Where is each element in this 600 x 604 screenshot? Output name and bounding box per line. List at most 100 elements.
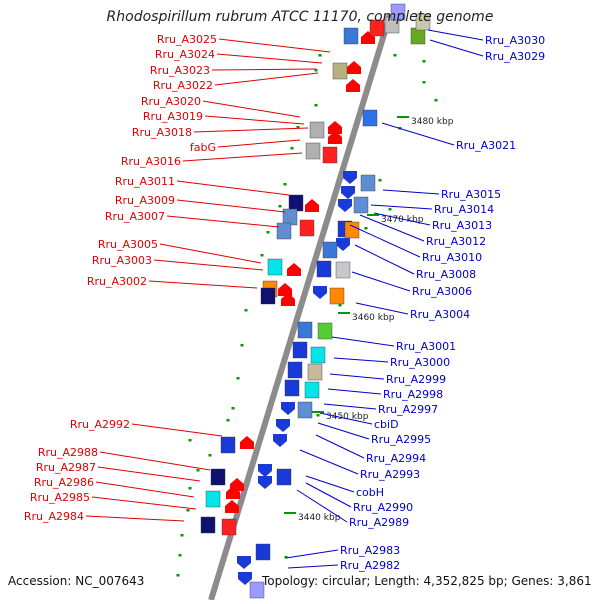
gene-feature-53 — [240, 436, 254, 449]
gene-feature-9 — [346, 79, 360, 92]
gene-feature-44 — [287, 361, 303, 379]
gene-feature-8 — [347, 61, 361, 74]
position-tick-28 — [176, 574, 180, 577]
position-tick-16 — [236, 377, 240, 380]
right-leader-line-0 — [427, 29, 484, 41]
left-gene-label-2: Rru_A3023 — [150, 64, 210, 77]
gene-feature-50 — [276, 419, 290, 432]
right-gene-label-3: Rru_A3015 — [441, 188, 501, 201]
left-leader-line-5 — [204, 115, 305, 125]
left-leader-line-12 — [159, 243, 262, 264]
gene-feature-15 — [322, 146, 338, 164]
position-tick-6 — [290, 147, 294, 150]
left-gene-label-4: Rru_A3020 — [141, 95, 201, 108]
gene-feature-45 — [307, 363, 323, 381]
gene-feature-35 — [278, 283, 292, 296]
left-leader-line-19 — [91, 496, 197, 510]
gene-feature-55 — [276, 468, 292, 486]
left-leader-line-4 — [202, 100, 301, 118]
position-tick-7 — [283, 183, 287, 186]
left-gene-label-8: Rru_A3016 — [121, 155, 181, 168]
right-gene-label-14: Rru_A2998 — [383, 388, 443, 401]
left-leader-line-0 — [218, 38, 331, 53]
right-gene-label-10: Rru_A3004 — [410, 308, 470, 321]
position-tick-30 — [422, 81, 426, 84]
right-gene-label-0: Rru_A3030 — [485, 34, 545, 47]
right-gene-label-11: Rru_A3001 — [396, 340, 456, 353]
right-leader-line-14 — [327, 388, 382, 395]
gene-feature-66 — [238, 572, 252, 585]
gene-feature-51 — [273, 434, 287, 447]
gene-feature-11 — [309, 121, 325, 139]
position-tick-3 — [314, 104, 318, 107]
left-gene-label-0: Rru_A3025 — [157, 33, 217, 46]
left-gene-label-12: Rru_A3005 — [98, 238, 158, 251]
gene-feature-29 — [322, 241, 338, 259]
right-leader-line-8 — [354, 244, 415, 275]
position-tick-9 — [278, 205, 282, 208]
gene-feature-52 — [220, 436, 236, 454]
gene-feature-37 — [281, 293, 295, 306]
left-gene-label-7: fabG — [190, 141, 216, 154]
right-gene-label-5: Rru_A3013 — [432, 219, 492, 232]
ruler-label-4: 3440 kbp — [298, 513, 341, 523]
right-gene-label-2: Rru_A3021 — [456, 139, 516, 152]
gene-feature-48 — [281, 402, 295, 415]
position-tick-23 — [188, 487, 192, 490]
gene-feature-6 — [415, 13, 431, 31]
gene-feature-39 — [329, 287, 345, 305]
right-gene-label-18: Rru_A2994 — [366, 452, 426, 465]
gene-feature-12 — [328, 121, 342, 134]
gene-feature-21 — [288, 194, 304, 212]
right-leader-line-2 — [381, 122, 455, 146]
gene-feature-61 — [225, 500, 239, 513]
gene-feature-57 — [210, 468, 226, 486]
right-leader-line-22 — [296, 489, 348, 523]
gene-feature-33 — [335, 261, 351, 279]
gene-feature-46 — [284, 379, 300, 397]
gene-feature-31 — [287, 263, 301, 276]
left-gene-label-17: Rru_A2987 — [36, 461, 96, 474]
right-leader-line-16 — [319, 412, 373, 425]
position-tick-14 — [244, 309, 248, 312]
gene-feature-54 — [258, 464, 272, 477]
right-gene-label-22: Rru_A2989 — [349, 516, 409, 529]
position-tick-18 — [316, 414, 320, 417]
left-gene-label-11: Rru_A3007 — [105, 210, 165, 223]
right-leader-line-23 — [285, 549, 339, 559]
gene-feature-47 — [304, 381, 320, 399]
gene-feature-67 — [249, 581, 265, 599]
position-tick-29 — [393, 54, 397, 57]
left-leader-line-7 — [217, 139, 301, 148]
right-gene-label-7: Rru_A3010 — [422, 251, 482, 264]
left-gene-label-5: Rru_A3019 — [143, 110, 203, 123]
left-leader-line-18 — [95, 481, 195, 498]
position-tick-8 — [388, 208, 392, 211]
ruler-label-2: 3460 kbp — [352, 313, 395, 323]
gene-feature-20 — [353, 196, 369, 214]
gene-feature-60 — [205, 490, 221, 508]
gene-feature-19 — [338, 199, 352, 212]
right-gene-label-20: cobH — [356, 486, 384, 499]
right-gene-label-23: Rru_A2983 — [340, 544, 400, 557]
gene-feature-40 — [297, 321, 313, 339]
position-tick-2 — [422, 60, 426, 63]
gene-feature-13 — [328, 131, 342, 144]
right-gene-label-16: cbiD — [374, 418, 399, 431]
left-gene-label-20: Rru_A2984 — [24, 510, 84, 523]
gene-feature-4 — [390, 3, 406, 21]
left-gene-label-13: Rru_A3003 — [92, 254, 152, 267]
left-gene-label-1: Rru_A3024 — [155, 48, 215, 61]
gene-feature-59 — [226, 486, 240, 499]
position-tick-24 — [186, 509, 190, 512]
position-tick-32 — [378, 179, 382, 182]
left-leader-line-10 — [176, 199, 286, 213]
left-leader-line-13 — [153, 259, 264, 271]
left-gene-label-3: Rru_A3022 — [153, 79, 213, 92]
right-leader-line-7 — [349, 224, 421, 258]
right-leader-line-17 — [317, 422, 370, 440]
right-gene-label-19: Rru_A2993 — [360, 468, 420, 481]
position-tick-22 — [196, 469, 200, 472]
position-tick-26 — [284, 556, 288, 559]
right-gene-label-13: Rru_A2999 — [386, 373, 446, 386]
